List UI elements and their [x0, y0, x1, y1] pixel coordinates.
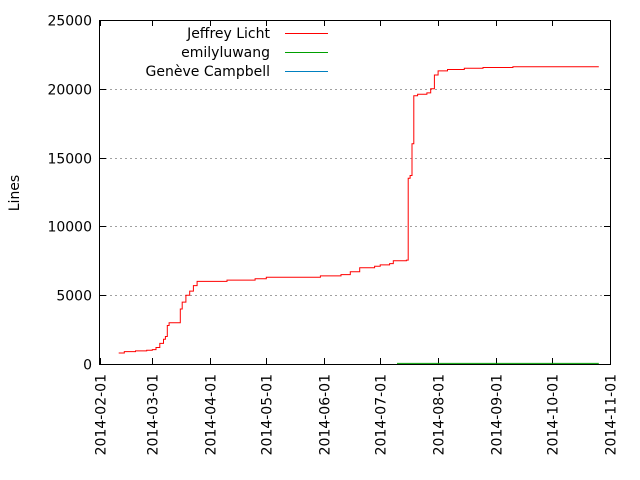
x-tick-label: 2014-08-01: [432, 374, 448, 455]
y-tick-labels: 0 5000 10000 15000 20000 25000: [47, 14, 92, 374]
x-tick-labels: 2014-02-01 2014-03-01 2014-04-01 2014-05-01…: [94, 374, 620, 455]
legend-label: Jeffrey Licht: [186, 26, 270, 42]
series-lines: [118, 66, 599, 364]
x-tick-label: 2014-03-01: [146, 374, 162, 455]
y-tick-label: 15000: [47, 152, 92, 168]
x-tick-label: 2014-07-01: [374, 374, 390, 455]
series-line-0: [118, 66, 599, 354]
x-tick-label: 2014-05-01: [260, 374, 276, 455]
y-tick-label: 5000: [56, 289, 92, 305]
y-tick-label: 0: [83, 358, 92, 374]
y-tick-label: 25000: [47, 14, 92, 30]
legend-label: emilyluwang: [181, 45, 270, 61]
legend: Jeffrey Licht emilyluwang Genève Campbell: [146, 26, 328, 80]
x-tick-label: 2014-09-01: [490, 374, 506, 455]
x-tick-label: 2014-06-01: [318, 374, 334, 455]
y-axis-title: Lines: [7, 175, 23, 211]
legend-label: Genève Campbell: [146, 64, 270, 80]
y-tick-label: 10000: [47, 220, 92, 236]
x-tick-label: 2014-11-01: [604, 374, 620, 455]
y-tick-label: 20000: [47, 83, 92, 99]
x-tick-label: 2014-04-01: [204, 374, 220, 455]
x-tick-label: 2014-10-01: [546, 374, 562, 455]
gridlines: [100, 89, 610, 296]
plot-frame: [99, 20, 611, 365]
x-tick-label: 2014-02-01: [94, 374, 110, 455]
